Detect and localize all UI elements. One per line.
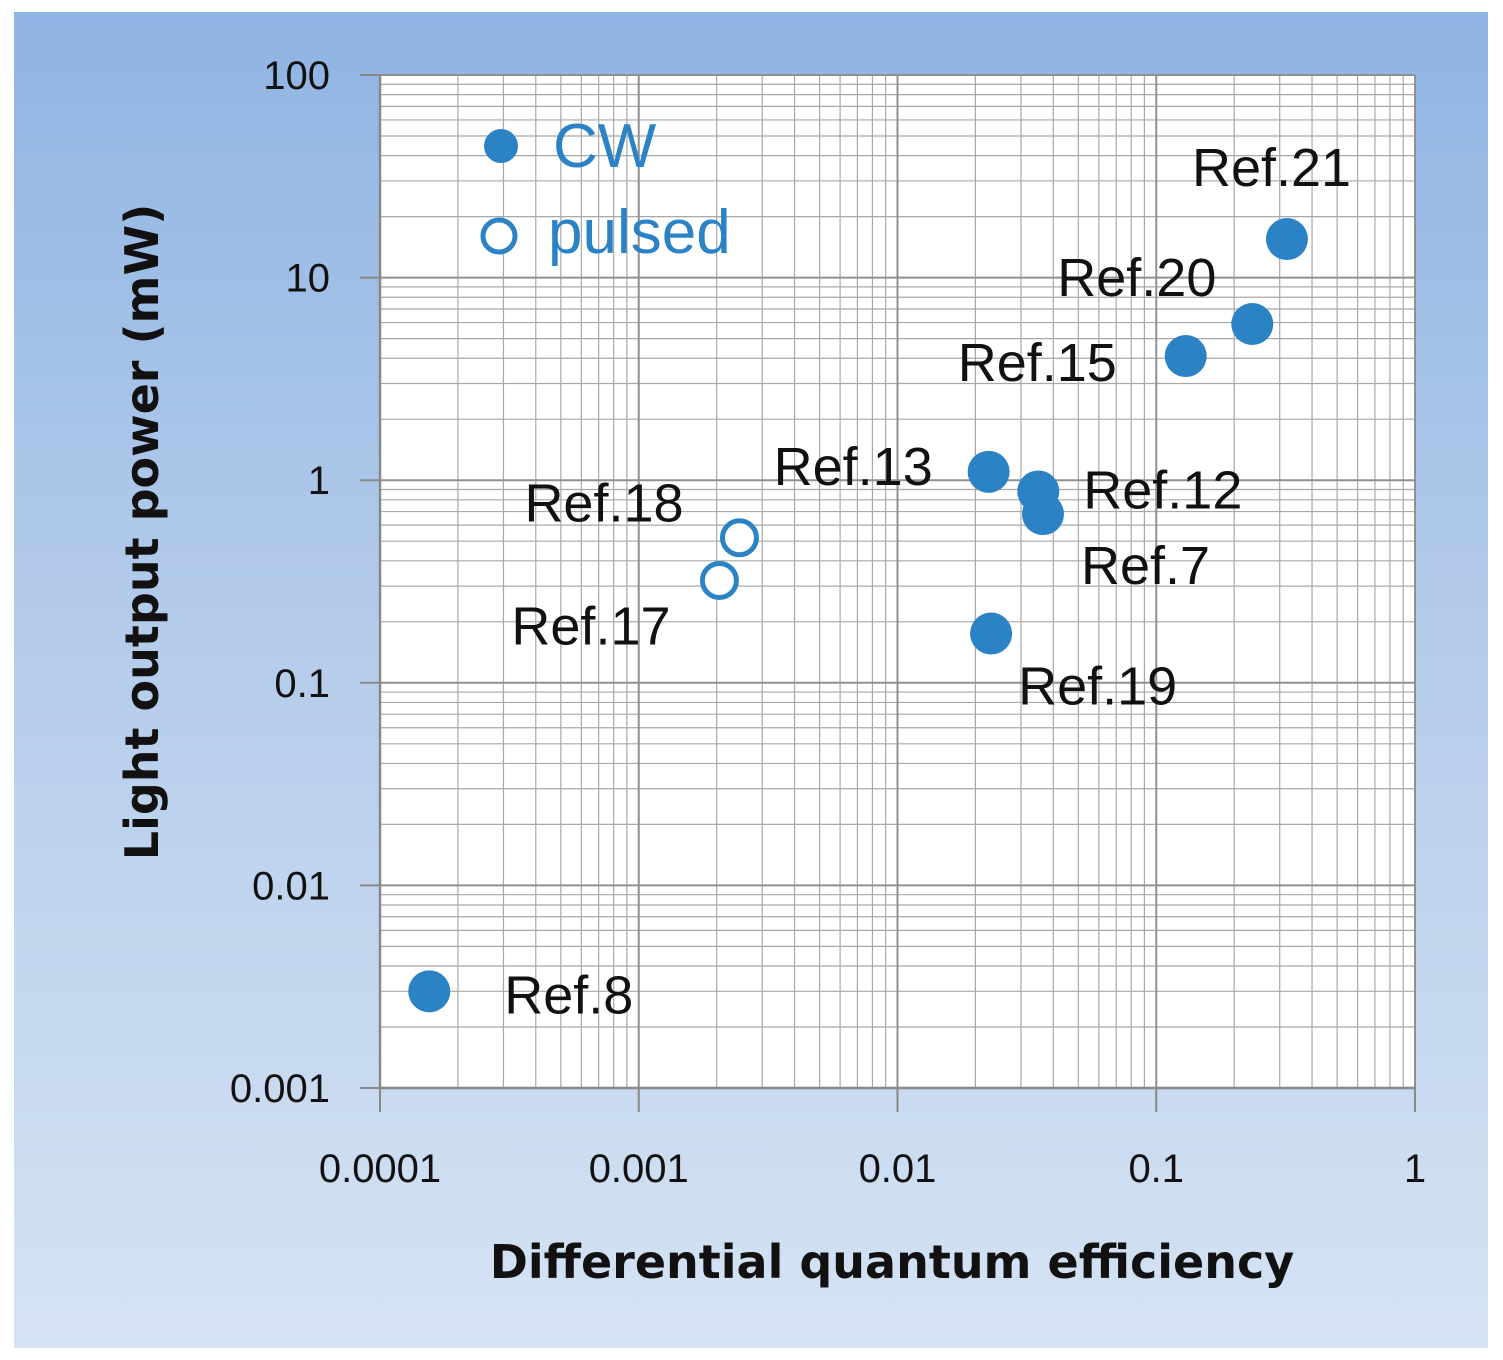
label-ref-12: Ref.12 bbox=[1083, 460, 1242, 520]
x-tick-label: 1 bbox=[1404, 1147, 1426, 1191]
label-ref-19: Ref.19 bbox=[1018, 657, 1177, 717]
label-ref-17: Ref.17 bbox=[511, 596, 670, 656]
point-ref-15 bbox=[1164, 335, 1207, 378]
y-axis-title: Light output power (mW) bbox=[115, 204, 169, 860]
legend-cw-marker bbox=[484, 129, 518, 163]
y-tick-label: 1 bbox=[308, 459, 330, 503]
point-ref-19 bbox=[970, 612, 1013, 655]
data-points bbox=[408, 218, 1308, 1013]
point-ref-20 bbox=[1231, 303, 1274, 346]
y-tick-label: 0.1 bbox=[274, 662, 330, 706]
x-axis-title: Differential quantum efficiency bbox=[490, 1235, 1295, 1289]
point-ref-18 bbox=[719, 518, 759, 558]
label-ref-20: Ref.20 bbox=[1057, 248, 1216, 308]
x-tick-label: 0.1 bbox=[1128, 1147, 1184, 1191]
legend-pulsed-label: pulsed bbox=[548, 198, 731, 267]
y-tick-label: 100 bbox=[263, 54, 330, 98]
axes bbox=[360, 74, 1416, 1112]
label-ref-8: Ref.8 bbox=[504, 965, 633, 1025]
y-tick-label: 0.01 bbox=[252, 864, 330, 908]
tick-labels: 0.0001 0.001 0.01 0.1 1 100 10 1 0.1 0.01 0.001 bbox=[230, 54, 1426, 1191]
label-ref-15: Ref.15 bbox=[958, 333, 1117, 393]
label-ref-13: Ref.13 bbox=[774, 437, 933, 497]
label-ref-18: Ref.18 bbox=[524, 474, 683, 534]
point-ref-7 bbox=[1021, 493, 1064, 536]
point-labels: Ref.21 Ref.20 Ref.15 Ref.13 Ref.12 Ref.7 Ref.1… bbox=[504, 138, 1351, 1025]
label-ref-7: Ref.7 bbox=[1081, 536, 1210, 596]
point-ref-8 bbox=[408, 970, 451, 1013]
point-ref-17 bbox=[699, 560, 739, 600]
x-tick-label: 0.0001 bbox=[319, 1147, 441, 1191]
legend-cw-label: CW bbox=[553, 112, 657, 181]
y-tick-label: 0.001 bbox=[230, 1067, 330, 1111]
point-ref-21 bbox=[1265, 218, 1308, 261]
legend-pulsed-marker bbox=[480, 217, 518, 255]
label-ref-21: Ref.21 bbox=[1192, 138, 1351, 198]
x-tick-label: 0.001 bbox=[589, 1147, 689, 1191]
point-ref-13 bbox=[967, 450, 1010, 493]
x-tick-label: 0.01 bbox=[859, 1147, 937, 1191]
y-tick-label: 10 bbox=[286, 257, 331, 301]
legend: CW pulsed bbox=[480, 112, 731, 267]
